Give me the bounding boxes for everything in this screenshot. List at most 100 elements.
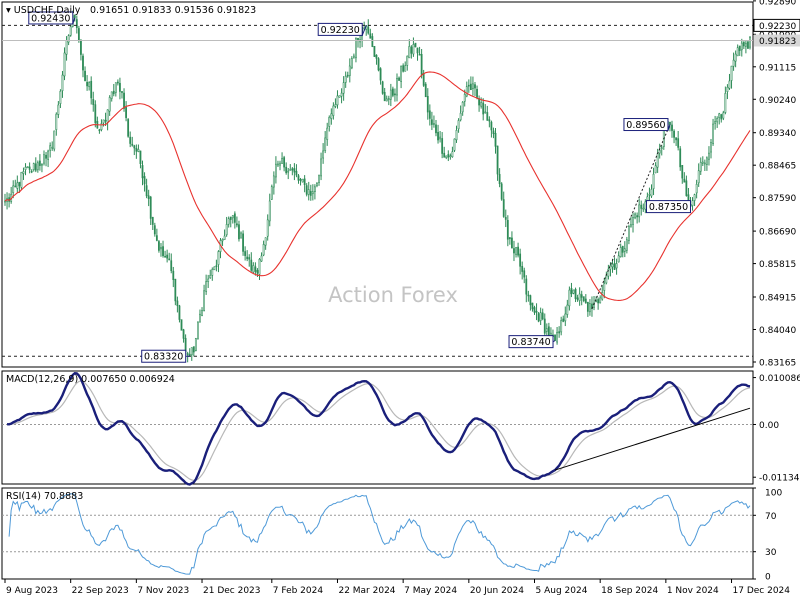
candle-body — [291, 168, 294, 171]
annotation-leader — [361, 25, 367, 36]
candle-body — [669, 121, 671, 125]
candle-body — [69, 26, 72, 36]
candle-body — [673, 130, 675, 138]
annotation-leader — [552, 340, 556, 343]
candle-body — [681, 165, 684, 179]
candle-body — [619, 247, 622, 258]
candle-body — [108, 97, 111, 112]
candle-body — [541, 312, 544, 320]
candle-body — [640, 204, 643, 209]
candle-body — [334, 104, 337, 107]
candles — [4, 10, 751, 363]
macd-pane-frame — [1, 370, 754, 485]
candle-body — [519, 253, 522, 267]
candle-body — [658, 149, 661, 154]
candle-body — [176, 300, 179, 307]
candle-body — [441, 138, 444, 154]
candle-body — [102, 119, 105, 124]
candle-body — [129, 136, 132, 144]
candle-body — [578, 293, 581, 301]
candle-body — [591, 303, 593, 310]
candle-body — [277, 163, 279, 166]
candle-body — [166, 254, 169, 259]
candle-body — [656, 153, 659, 168]
candle-body — [77, 28, 80, 41]
candle-body — [61, 74, 64, 91]
candle-body — [660, 147, 663, 149]
candle-body — [112, 90, 115, 95]
candle-body — [215, 265, 218, 267]
candle-body — [439, 136, 441, 140]
candle-body — [342, 82, 345, 94]
candle-body — [209, 274, 212, 279]
candle-body — [422, 73, 425, 86]
rsi-tick-label: 0 — [765, 573, 771, 583]
candle-body — [451, 151, 454, 158]
candle-body — [59, 90, 62, 104]
candle-body — [20, 171, 23, 188]
candle-body — [597, 299, 600, 304]
candle-body — [728, 80, 731, 89]
candle-body — [90, 80, 93, 99]
candle-body — [543, 318, 546, 334]
candle-body — [730, 65, 733, 81]
candle-body — [26, 166, 29, 169]
candle-body — [455, 130, 458, 141]
x-tick-label: 7 Nov 2023 — [137, 586, 189, 596]
x-tick-label: 22 Sep 2023 — [72, 586, 129, 596]
price-marker-box — [753, 18, 800, 32]
price-tick-label: 0.91115 — [759, 63, 796, 73]
candle-body — [494, 132, 497, 147]
candle-body — [24, 166, 27, 170]
candle-body — [275, 163, 277, 178]
candle-body — [186, 353, 189, 355]
candle-body — [49, 145, 52, 151]
candle-body — [211, 269, 214, 276]
candle-body — [416, 47, 419, 54]
price-tick-label: 0.85815 — [759, 260, 796, 270]
x-tick-label: 21 Dec 2023 — [203, 586, 260, 596]
candle-body — [344, 75, 347, 83]
price-pane-frame — [1, 1, 754, 368]
annotation-box — [645, 200, 691, 214]
candle-body — [153, 225, 156, 235]
candle-body — [53, 130, 56, 150]
price-tick-label: 0.84040 — [759, 326, 796, 336]
candle-body — [16, 182, 19, 189]
candle-body — [482, 102, 485, 115]
candle-body — [722, 112, 725, 119]
candle-body — [162, 246, 164, 257]
candle-body — [30, 170, 33, 173]
candle-body — [387, 98, 390, 100]
candle-body — [502, 199, 505, 217]
candle-body — [47, 150, 49, 160]
annotation-text: 0.83740 — [511, 337, 550, 348]
candle-body — [545, 328, 548, 332]
candle-body — [369, 33, 372, 39]
candle-body — [229, 216, 232, 220]
macd-trendline — [554, 407, 751, 471]
candle-body — [160, 247, 162, 250]
candle-body — [178, 305, 181, 320]
candle-body — [496, 145, 499, 175]
candle-body — [141, 165, 144, 179]
candle-body — [740, 42, 743, 51]
candle-body — [86, 81, 88, 87]
candle-body — [110, 91, 113, 99]
x-tick-label: 7 May 2024 — [404, 586, 457, 596]
candle-body — [223, 235, 226, 240]
candle-body — [480, 102, 483, 107]
candle-body — [699, 161, 702, 172]
candle-body — [320, 158, 322, 177]
annotation-label: 0.89560 — [623, 118, 671, 132]
candle-body — [84, 70, 86, 82]
candle-body — [287, 170, 290, 173]
symbol-title: ▾ USDCHF,Daily — [6, 5, 81, 16]
rsi-tick-label: 30 — [765, 548, 777, 558]
candle-body — [521, 266, 524, 272]
candle-body — [100, 123, 103, 131]
annotation-text: 0.89560 — [626, 120, 665, 131]
candle-body — [710, 142, 712, 153]
annotation-box — [623, 118, 669, 132]
candle-body — [338, 95, 341, 98]
